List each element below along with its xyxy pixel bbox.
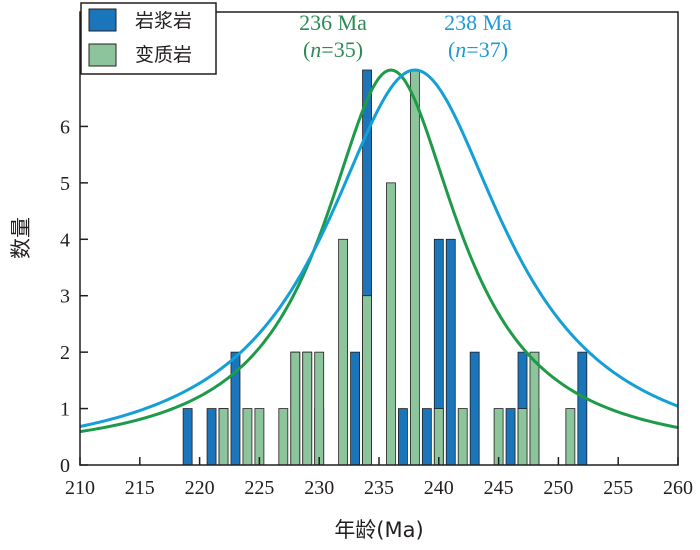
y-tick-label-5: 5 (60, 173, 70, 195)
bar-magmatic-221 (206, 408, 217, 466)
legend-label-metamorphic: 变质岩 (135, 44, 192, 66)
annotation-n-value-magmatic: 37 (479, 37, 501, 62)
bar-metamorphic-228 (290, 351, 301, 466)
bar-metamorphic-224 (242, 408, 253, 466)
curves-layer (79, 68, 679, 434)
x-tick-label-220: 220 (185, 477, 215, 499)
bar-metamorphic-238 (409, 69, 420, 466)
bar-metamorphic-247 (517, 408, 528, 466)
bar-metamorphic-225 (254, 408, 265, 466)
x-tick-label-210: 210 (65, 477, 95, 499)
bar-metamorphic-227 (278, 408, 289, 466)
x-tick-label-245: 245 (484, 477, 514, 499)
x-tick-label-225: 225 (244, 477, 274, 499)
legend-swatch-metamorphic (88, 43, 117, 67)
y-tick-label-6: 6 (60, 116, 70, 138)
bar-metamorphic-230 (314, 351, 325, 466)
bar-magmatic-239 (421, 408, 432, 466)
annotation-metamorphic: 236 Ma (n=35) (299, 10, 367, 62)
legend-swatch-magmatic (88, 8, 117, 32)
fit-curve-metamorphic (79, 68, 679, 434)
bar-metamorphic-236 (386, 182, 396, 466)
annotation-age-magmatic: 238 Ma (444, 10, 512, 35)
bar-magmatic-241 (445, 238, 456, 466)
x-tick-label-255: 255 (603, 477, 633, 499)
x-tick-label-235: 235 (364, 477, 394, 499)
y-tick-label-1: 1 (60, 399, 70, 421)
legend-label-magmatic: 岩浆岩 (135, 10, 192, 32)
bar-magmatic-243 (469, 351, 480, 466)
bar-magmatic-246 (505, 408, 516, 466)
bar-magmatic-219 (182, 408, 193, 466)
legend: 岩浆岩 变质岩 (80, 2, 217, 75)
bar-metamorphic-251 (565, 408, 576, 466)
y-tick-label-0: 0 (60, 455, 70, 477)
x-axis: 210 215 220 225 230 235 240 245 250 255 260 (65, 457, 693, 499)
bar-metamorphic-242 (457, 408, 468, 466)
bar-metamorphic-245 (493, 408, 504, 466)
bar-metamorphic-232 (338, 238, 349, 466)
annotation-n-magmatic: (n=37) (448, 37, 508, 62)
bars-layer (182, 69, 588, 466)
fit-curve-magmatic (79, 68, 679, 428)
bar-magmatic-233 (350, 351, 360, 466)
x-tick-label-250: 250 (543, 477, 573, 499)
x-axis-title: 年龄(Ma) (334, 518, 423, 542)
bar-magmatic-237 (398, 408, 408, 466)
y-tick-label-2: 2 (60, 342, 70, 364)
x-tick-label-260: 260 (663, 477, 693, 499)
annotation-n-value-metamorphic: 35 (334, 37, 356, 62)
x-tick-label-215: 215 (125, 477, 155, 499)
y-tick-label-4: 4 (60, 229, 70, 251)
y-axis-title: 数量 (9, 217, 33, 259)
y-axis: 0 1 2 3 4 5 6 (60, 116, 88, 477)
bar-metamorphic-229 (302, 351, 313, 466)
x-tick-label-240: 240 (424, 477, 454, 499)
y-tick-label-3: 3 (60, 286, 70, 308)
annotation-magmatic: 238 Ma (n=37) (444, 10, 512, 62)
bar-metamorphic-248 (529, 351, 540, 466)
bar-metamorphic-234 (362, 295, 372, 466)
bar-metamorphic-222 (218, 408, 229, 466)
annotation-age-metamorphic: 236 Ma (299, 10, 367, 35)
bar-magmatic-252 (577, 351, 588, 466)
annotation-n-metamorphic: (n=35) (303, 37, 363, 62)
bar-metamorphic-240 (433, 408, 444, 466)
x-tick-label-230: 230 (304, 477, 334, 499)
